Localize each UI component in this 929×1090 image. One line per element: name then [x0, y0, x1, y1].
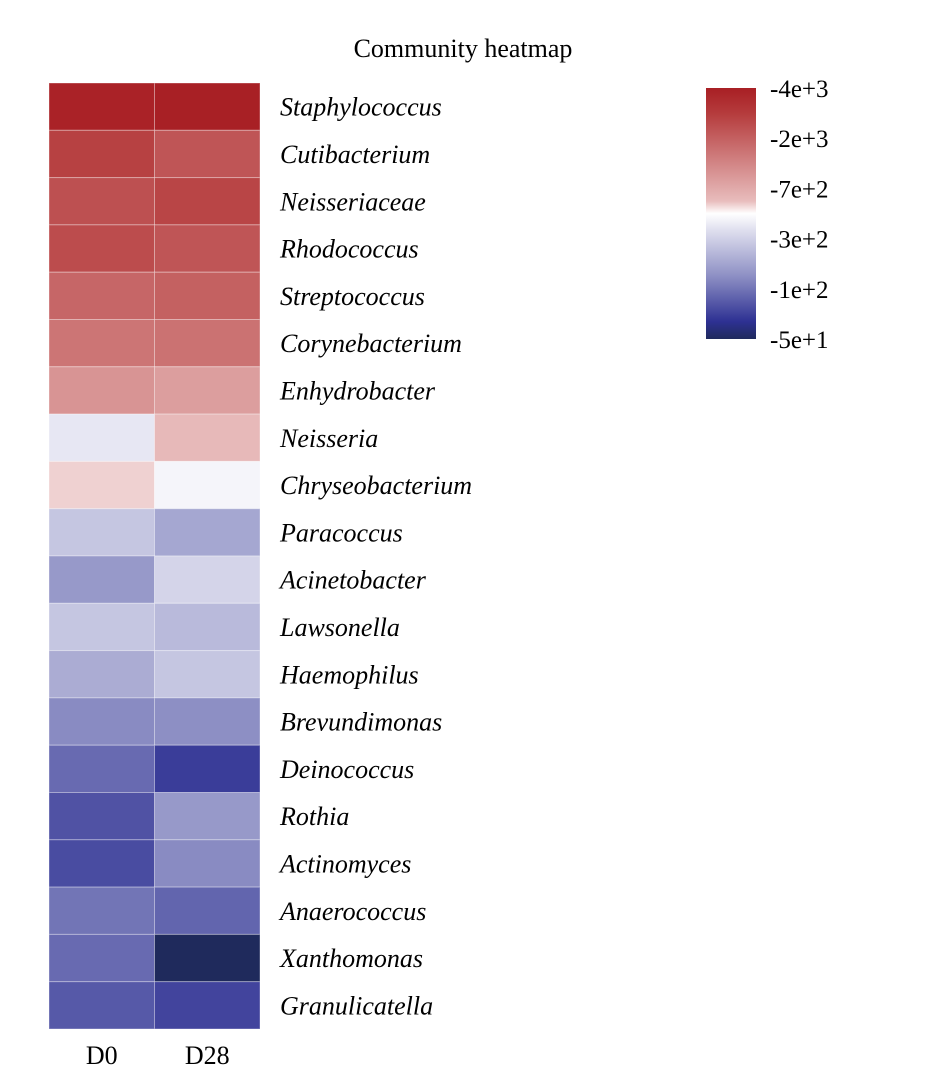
colorbar-tick-label: -7e+2: [770, 176, 829, 203]
colorbar-tick-label: -5e+1: [770, 327, 829, 354]
heatmap-cell: [48, 602, 155, 652]
row-label: Rothia: [279, 802, 349, 831]
heatmap-cell: [154, 744, 261, 794]
row-labels: Staphylococcus Cutibacterium Neisseriaceae…: [278, 93, 472, 1021]
row-label: Neisseria: [279, 424, 378, 453]
heatmap-cell: [48, 224, 155, 273]
heatmap-cell: [154, 82, 261, 131]
heatmap-cell: [154, 177, 261, 226]
row-label: Xanthomonas: [279, 944, 423, 973]
row-label: Cutibacterium: [280, 140, 430, 169]
heatmap-cell: [48, 886, 155, 935]
row-label: Rhodococcus: [279, 235, 419, 264]
heatmap-cell: [48, 555, 155, 604]
heatmap-cell: [154, 839, 261, 888]
colorbar-ticks: -4e+3 -2e+3 -7e+2 -3e+2 -1e+2 -5e+1: [770, 76, 829, 354]
heatmap-cell: [48, 508, 155, 557]
heatmap-cell: [154, 224, 261, 273]
heatmap-cell: [48, 366, 155, 415]
row-label: Lawsonella: [279, 613, 400, 642]
heatmap-cell: [48, 129, 155, 179]
heatmap-cell: [154, 271, 261, 321]
heatmap-cell: [48, 744, 155, 794]
heatmap-cell: [154, 933, 261, 983]
heatmap-cell: [154, 129, 261, 179]
heatmap-cell: [48, 271, 155, 321]
colorbar-tick-label: -1e+2: [770, 277, 829, 304]
row-label: Enhydrobacter: [279, 376, 436, 405]
heatmap-cell: [154, 886, 261, 935]
heatmap-cell: [154, 981, 261, 1030]
heatmap-cell: [48, 933, 155, 983]
row-label: Corynebacterium: [280, 329, 462, 358]
heatmap-cell: [48, 839, 155, 888]
heatmap-cell: [154, 697, 261, 746]
row-label: Haemophilus: [279, 660, 419, 689]
heatmap-cell: [48, 981, 155, 1030]
heatmap-cell: [154, 366, 261, 415]
heatmap-cell: [48, 82, 155, 131]
row-label: Brevundimonas: [280, 708, 442, 737]
colorbar-tick-label: -2e+3: [770, 126, 829, 153]
heatmap-cells: [48, 82, 261, 1030]
row-label: Paracoccus: [279, 518, 403, 547]
heatmap-cell: [48, 319, 155, 368]
heatmap-cell: [48, 177, 155, 226]
heatmap-cell: [154, 602, 261, 652]
row-label: Deinococcus: [279, 755, 414, 784]
heatmap-cell: [154, 792, 261, 841]
row-label: Actinomyces: [278, 849, 411, 878]
row-label: Acinetobacter: [278, 566, 427, 595]
heatmap-cell: [48, 697, 155, 746]
heatmap-cell: [48, 650, 155, 699]
column-label: D0: [86, 1041, 118, 1070]
heatmap-cell: [154, 460, 261, 510]
row-label: Streptococcus: [280, 282, 425, 311]
row-label: Staphylococcus: [280, 93, 442, 122]
colorbar-tick-label: -4e+3: [770, 76, 829, 103]
heatmap-cell: [154, 413, 261, 462]
heatmap-cell: [48, 413, 155, 462]
heatmap-cell: [48, 460, 155, 510]
colorbar: [706, 88, 756, 339]
column-labels: D0 D28: [86, 1041, 230, 1070]
heatmap-cell: [48, 792, 155, 841]
colorbar-tick-label: -3e+2: [770, 227, 829, 254]
row-label: Granulicatella: [280, 991, 433, 1020]
row-label: Chryseobacterium: [280, 471, 472, 500]
row-label: Neisseriaceae: [279, 187, 426, 216]
heatmap-cell: [154, 650, 261, 699]
column-label: D28: [185, 1041, 230, 1070]
chart-title: Community heatmap: [354, 34, 573, 63]
heatmap-cell: [154, 508, 261, 557]
heatmap-cell: [154, 555, 261, 604]
row-label: Anaerococcus: [278, 897, 426, 926]
heatmap-cell: [154, 319, 261, 368]
